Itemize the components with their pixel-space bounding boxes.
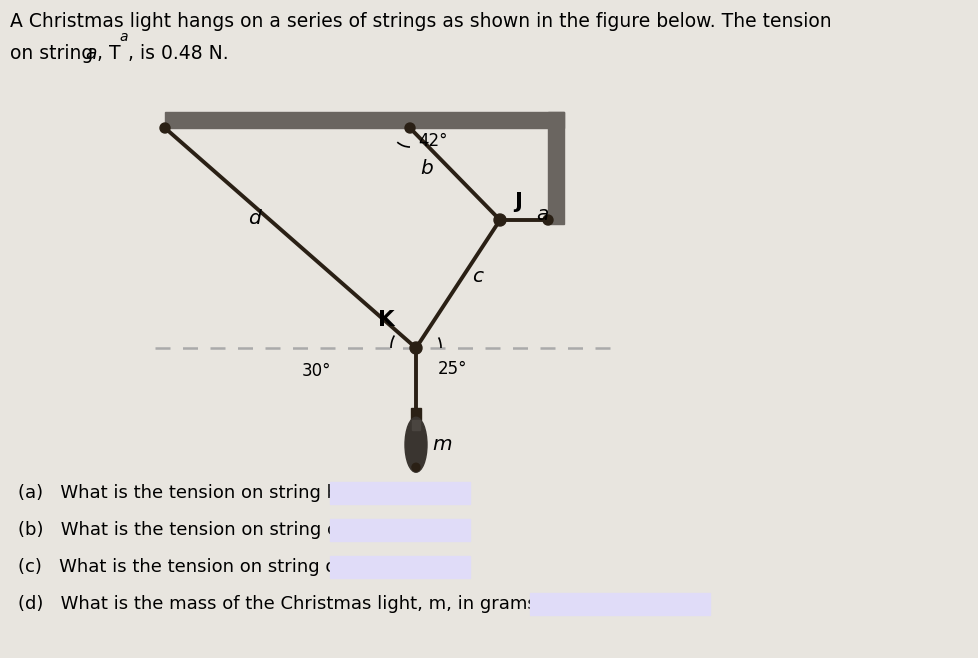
Bar bbox=[548, 112, 563, 224]
Text: A Christmas light hangs on a series of strings as shown in the figure below. The: A Christmas light hangs on a series of s… bbox=[10, 12, 830, 31]
Text: a: a bbox=[535, 205, 548, 224]
Text: b: b bbox=[420, 159, 432, 178]
Circle shape bbox=[543, 215, 553, 225]
Text: a: a bbox=[119, 30, 127, 44]
Text: (d)   What is the mass of the Christmas light, m, in grams?: (d) What is the mass of the Christmas li… bbox=[18, 595, 546, 613]
Bar bbox=[411, 408, 421, 420]
Circle shape bbox=[405, 123, 415, 133]
Bar bbox=[330, 519, 469, 541]
Text: (c)   What is the tension on string d?: (c) What is the tension on string d? bbox=[18, 558, 346, 576]
Text: , is 0.48 N.: , is 0.48 N. bbox=[128, 44, 229, 63]
Circle shape bbox=[494, 214, 506, 226]
Text: a: a bbox=[85, 44, 97, 63]
Bar bbox=[529, 593, 709, 615]
Ellipse shape bbox=[405, 417, 426, 472]
Bar bbox=[412, 420, 420, 430]
Bar bbox=[165, 112, 563, 128]
Bar bbox=[330, 556, 469, 578]
Circle shape bbox=[159, 123, 170, 133]
Circle shape bbox=[410, 342, 422, 354]
Text: 42°: 42° bbox=[418, 132, 447, 150]
Circle shape bbox=[412, 463, 420, 471]
Text: , T: , T bbox=[97, 44, 120, 63]
Text: 25°: 25° bbox=[437, 360, 467, 378]
Text: 30°: 30° bbox=[301, 362, 331, 380]
Text: (a)   What is the tension on string b?: (a) What is the tension on string b? bbox=[18, 484, 347, 502]
Text: K: K bbox=[378, 310, 394, 330]
Text: J: J bbox=[513, 192, 521, 212]
Text: on string: on string bbox=[10, 44, 99, 63]
Text: (b)   What is the tension on string c?: (b) What is the tension on string c? bbox=[18, 521, 346, 539]
Bar bbox=[330, 482, 469, 504]
Text: d: d bbox=[247, 209, 260, 228]
Text: m: m bbox=[431, 435, 451, 454]
Text: c: c bbox=[471, 266, 482, 286]
